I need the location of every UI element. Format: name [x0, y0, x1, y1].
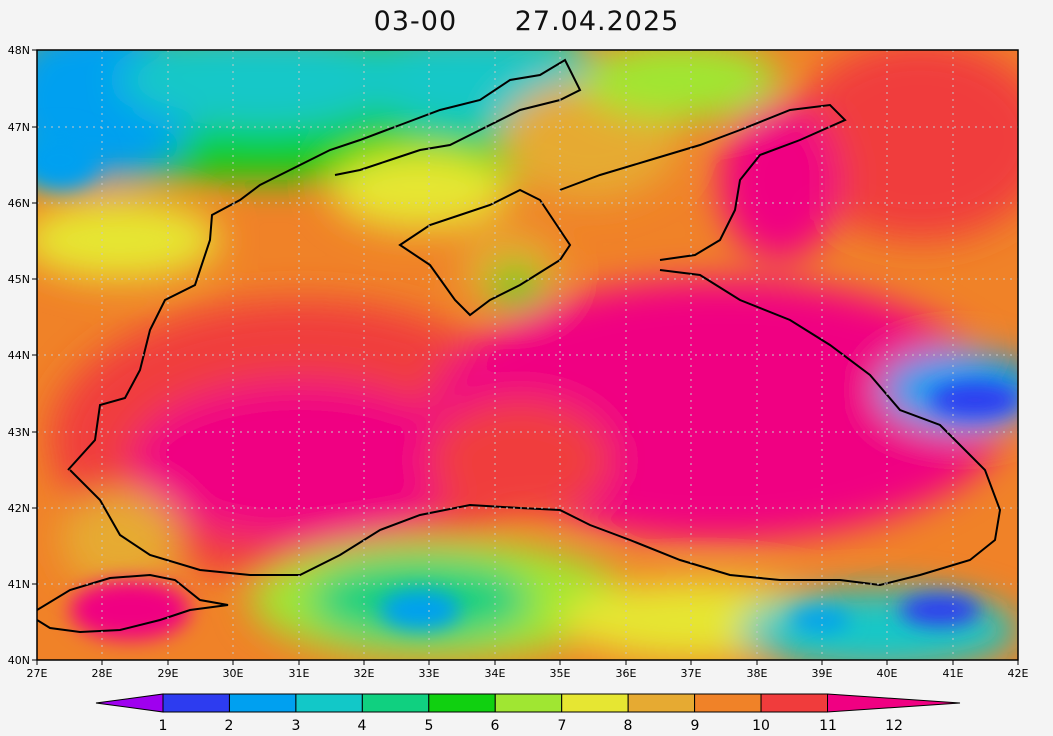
lon-label: 29E: [158, 667, 179, 680]
colorbar-segment: [827, 693, 961, 713]
colorbar-label: 6: [491, 718, 500, 734]
colorbar-label: 5: [425, 718, 434, 734]
lat-label: 40N: [8, 654, 30, 667]
lat-label: 42N: [8, 502, 30, 515]
lon-label: 34E: [485, 667, 506, 680]
lat-label: 43N: [8, 426, 30, 439]
colorbar-label: 3: [292, 718, 301, 734]
lon-label: 38E: [747, 667, 768, 680]
colorbar-segment: [162, 693, 230, 713]
colorbar-segment: [627, 693, 696, 713]
colorbar-label: 9: [691, 718, 700, 734]
lat-label: 44N: [8, 349, 30, 362]
colorbar-label: 1: [159, 718, 168, 734]
forecast-time: 03-00: [373, 6, 458, 37]
colorbar-segment: [428, 693, 496, 713]
lon-label: 35E: [550, 667, 571, 680]
lon-label: 33E: [419, 667, 440, 680]
colorbar-segment: [760, 693, 828, 713]
colorbar-labels: 1 2 3 4 5 6 7 8 9 10 11 12: [159, 718, 903, 734]
map-title: 03-00 27.04.2025: [0, 6, 1053, 37]
wave-height-field: [37, 50, 1018, 660]
colorbar-label: 10: [752, 718, 770, 734]
lon-label: 28E: [92, 667, 113, 680]
lat-label: 48N: [8, 44, 30, 57]
lon-label: 39E: [812, 667, 833, 680]
forecast-date: 27.04.2025: [514, 6, 680, 37]
tick-marks: [32, 49, 1019, 665]
lon-label: 40E: [877, 667, 898, 680]
lon-label: 41E: [943, 667, 964, 680]
colorbar-segment: [361, 693, 430, 713]
colorbar-label: 4: [358, 718, 367, 734]
colorbar-segment: [228, 693, 297, 713]
colorbar-segment: [295, 693, 363, 713]
lat-label: 41N: [8, 578, 30, 591]
lat-label: 46N: [8, 197, 30, 210]
colorbar: [95, 693, 961, 713]
colorbar-label: 8: [624, 718, 633, 734]
colorbar-label: 7: [558, 718, 567, 734]
lon-label: 36E: [616, 667, 637, 680]
lat-label: 45N: [8, 273, 30, 286]
colorbar-label: 2: [225, 718, 234, 734]
colorbar-label: 12: [885, 718, 903, 734]
lon-label: 42E: [1008, 667, 1029, 680]
colorbar-segment: [95, 693, 164, 713]
graticule: [37, 50, 1018, 660]
latitude-labels: 48N 47N 46N 45N 44N 43N 42N 41N 40N: [8, 44, 30, 667]
lon-label: 31E: [289, 667, 310, 680]
colorbar-segment: [694, 693, 762, 713]
colorbar-segment: [494, 693, 563, 713]
lon-label: 30E: [223, 667, 244, 680]
lon-label: 27E: [27, 667, 48, 680]
lat-label: 47N: [8, 121, 30, 134]
lon-label: 32E: [354, 667, 375, 680]
coastline: [37, 58, 1002, 634]
longitude-labels: 27E 28E 29E 30E 31E 32E 33E 34E 35E 36E …: [27, 667, 1029, 680]
lon-label: 37E: [681, 667, 702, 680]
colorbar-label: 11: [819, 718, 837, 734]
colorbar-segment: [561, 693, 629, 713]
